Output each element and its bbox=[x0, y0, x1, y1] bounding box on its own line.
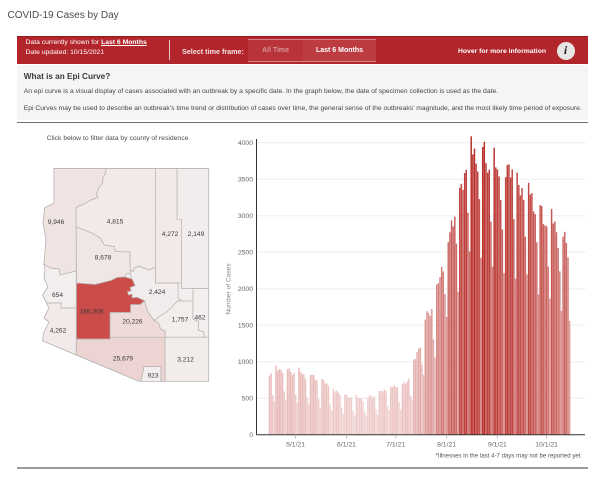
svg-text:500: 500 bbox=[242, 396, 254, 403]
svg-text:10/1/21: 10/1/21 bbox=[535, 442, 558, 449]
svg-text:8,678: 8,678 bbox=[95, 254, 112, 261]
svg-text:9/1/21: 9/1/21 bbox=[488, 442, 507, 449]
svg-text:185,308: 185,308 bbox=[80, 308, 104, 315]
svg-text:2,149: 2,149 bbox=[188, 231, 205, 238]
svg-text:*Illnesses in the last 4-7 day: *Illnesses in the last 4-7 days may not … bbox=[436, 453, 581, 460]
svg-text:2,424: 2,424 bbox=[149, 289, 166, 296]
svg-text:25,679: 25,679 bbox=[113, 355, 134, 362]
svg-text:1,757: 1,757 bbox=[172, 316, 189, 323]
svg-text:4000: 4000 bbox=[238, 140, 253, 147]
svg-text:20,226: 20,226 bbox=[122, 318, 143, 325]
svg-text:2000: 2000 bbox=[238, 286, 253, 293]
svg-text:4,815: 4,815 bbox=[107, 218, 124, 225]
svg-text:654: 654 bbox=[52, 292, 63, 299]
svg-text:9,946: 9,946 bbox=[48, 219, 65, 226]
svg-text:4,272: 4,272 bbox=[162, 231, 179, 238]
svg-text:2500: 2500 bbox=[238, 250, 253, 257]
svg-text:3000: 3000 bbox=[238, 213, 253, 220]
svg-text:0: 0 bbox=[249, 432, 253, 439]
svg-text:1000: 1000 bbox=[238, 359, 253, 366]
svg-text:1500: 1500 bbox=[238, 323, 253, 330]
svg-text:3,212: 3,212 bbox=[177, 356, 194, 363]
svg-text:7/1/21: 7/1/21 bbox=[386, 442, 405, 449]
svg-text:6/1/21: 6/1/21 bbox=[337, 442, 356, 449]
svg-text:4,262: 4,262 bbox=[50, 327, 67, 334]
svg-text:462: 462 bbox=[194, 314, 205, 321]
svg-text:3500: 3500 bbox=[238, 177, 253, 184]
svg-text:923: 923 bbox=[147, 372, 158, 379]
svg-text:5/1/21: 5/1/21 bbox=[286, 442, 305, 449]
svg-text:8/1/21: 8/1/21 bbox=[437, 442, 456, 449]
svg-text:Number of Cases: Number of Cases bbox=[226, 263, 233, 315]
